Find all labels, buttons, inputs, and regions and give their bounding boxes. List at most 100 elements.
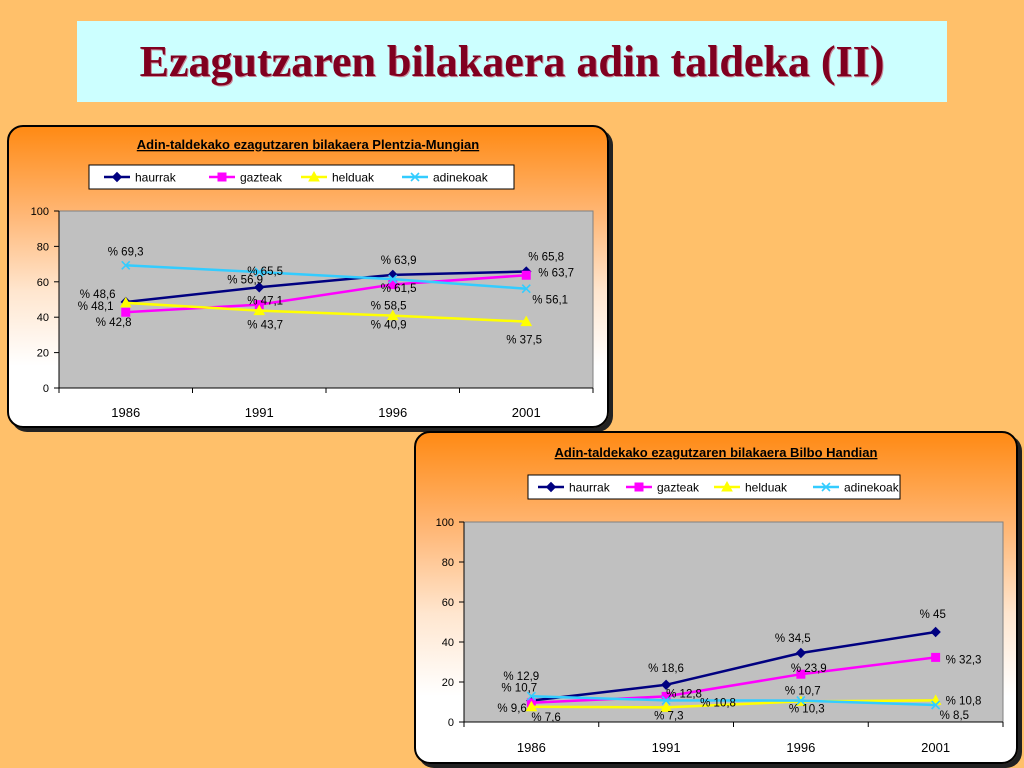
y-tick-label: 20: [442, 677, 454, 689]
series-line-helduak: [125, 301, 527, 323]
data-label-adinekoak: % 61,5: [381, 283, 417, 295]
data-point-helduak: [520, 315, 533, 327]
data-label-haurrak: % 63,9: [381, 255, 417, 267]
data-point-gazteak: [796, 669, 806, 679]
data-label-haurrak: % 48,6: [80, 289, 116, 301]
legend-marker: [821, 482, 831, 492]
data-point-adinekoak: [254, 267, 264, 277]
chart-title: Adin-taldekako ezagutzaren bilakaera Ple…: [137, 137, 479, 152]
legend-marker: [634, 482, 644, 492]
series-adinekoak: [526, 691, 941, 710]
data-label-helduak: % 40,9: [371, 320, 407, 332]
data-label-helduak: % 48,1: [78, 301, 114, 313]
y-tick-label: 100: [436, 517, 454, 529]
series-adinekoak: [121, 260, 531, 294]
series-gazteak: [121, 270, 531, 317]
legend-item-haurrak: haurrak: [538, 481, 611, 495]
y-tick-label: 0: [448, 717, 454, 729]
data-label-helduak: % 43,7: [247, 320, 283, 332]
data-point-adinekoak: [388, 274, 398, 284]
chart-panel-plentzia-mungia: Adin-taldekako ezagutzaren bilakaera Ple…: [7, 125, 609, 428]
data-label-adinekoak: % 8,5: [940, 710, 969, 722]
data-label-gazteak: % 12,8: [666, 688, 702, 700]
legend-item-gazteak: gazteak: [209, 171, 283, 185]
line-chart: Adin-taldekako ezagutzaren bilakaera Bil…: [436, 445, 1004, 755]
data-label-gazteak: % 47,1: [247, 296, 283, 308]
data-point-haurrak: [660, 679, 672, 691]
legend-marker: [308, 170, 320, 182]
data-point-helduak: [386, 309, 399, 321]
chart-legend: haurrak gazteak helduak adinekoak: [88, 164, 515, 190]
series-helduak: [119, 296, 533, 327]
y-tick-label: 20: [37, 348, 49, 360]
legend-label: gazteak: [657, 481, 700, 495]
data-label-haurrak: % 18,6: [648, 663, 684, 675]
y-tick-label: 60: [37, 277, 49, 289]
data-point-adinekoak: [121, 260, 131, 270]
series-line-adinekoak: [125, 264, 527, 290]
data-label-helduak: % 37,5: [506, 335, 542, 347]
y-tick-label: 80: [442, 557, 454, 569]
data-point-helduak: [253, 304, 266, 316]
slide-title-box: Ezagutzaren bilakaera adin taldeka (II): [77, 21, 947, 102]
data-label-helduak: % 10,8: [946, 695, 982, 707]
legend-label: adinekoak: [433, 171, 489, 185]
legend-marker: [410, 172, 420, 182]
plot-area: [463, 521, 1004, 723]
legend-label: haurrak: [569, 481, 611, 495]
data-label-haurrak: % 10,7: [501, 683, 537, 695]
data-label-adinekoak: % 12,9: [503, 671, 539, 683]
data-point-helduak: [525, 700, 538, 712]
legend-item-gazteak: gazteak: [626, 481, 700, 495]
data-label-gazteak: % 32,3: [946, 654, 982, 666]
y-tick-label: 0: [43, 383, 49, 395]
data-label-haurrak: % 45: [920, 609, 946, 621]
y-tick-label: 40: [37, 312, 49, 324]
data-point-haurrak: [795, 647, 807, 659]
data-label-adinekoak: % 65,5: [247, 266, 283, 278]
legend-label: adinekoak: [844, 481, 900, 495]
legend-label: gazteak: [240, 171, 283, 185]
data-label-helduak: % 7,6: [531, 712, 560, 724]
series-line-haurrak: [125, 270, 527, 304]
y-tick-label: 80: [37, 241, 49, 253]
legend-item-helduak: helduak: [301, 171, 375, 185]
chart-panel-bilbo-handia: Adin-taldekako ezagutzaren bilakaera Bil…: [414, 431, 1018, 764]
chart-legend: haurrak gazteak helduak adinekoak: [527, 474, 901, 500]
data-point-helduak: [660, 701, 672, 712]
legend-item-helduak: helduak: [714, 481, 788, 495]
data-point-haurrak: [254, 282, 265, 293]
series-haurrak: [120, 266, 532, 308]
data-point-gazteak: [388, 279, 398, 289]
data-label-gazteak: % 23,9: [791, 663, 827, 675]
y-tick-label: 60: [442, 597, 454, 609]
x-tick-label: 1991: [245, 405, 274, 420]
data-point-haurrak: [930, 626, 941, 638]
data-label-adinekoak: % 10,8: [700, 697, 736, 709]
data-label-helduak: % 10,3: [789, 703, 825, 715]
legend-marker: [217, 172, 227, 182]
data-label-adinekoak: % 10,7: [785, 686, 821, 698]
data-label-adinekoak: % 56,1: [532, 295, 568, 307]
data-point-adinekoak: [526, 691, 536, 701]
legend-label: haurrak: [135, 171, 177, 185]
legend-label: helduak: [332, 171, 375, 185]
data-point-adinekoak: [661, 695, 671, 705]
x-tick-label: 1986: [111, 405, 140, 420]
x-tick-label: 1996: [786, 740, 815, 755]
data-point-helduak: [119, 296, 132, 308]
data-point-adinekoak: [796, 696, 806, 706]
x-tick-label: 2001: [512, 405, 541, 420]
legend-marker: [111, 171, 123, 183]
data-point-adinekoak: [521, 284, 531, 294]
legend-marker: [721, 480, 733, 492]
line-chart: Adin-taldekako ezagutzaren bilakaera Ple…: [31, 137, 594, 420]
x-tick-label: 2001: [921, 740, 950, 755]
slide-title: Ezagutzaren bilakaera adin taldeka (II): [139, 37, 885, 86]
series-line-gazteak: [531, 656, 936, 705]
series-gazteak: [526, 652, 941, 708]
series-line-adinekoak: [531, 694, 936, 707]
legend-item-haurrak: haurrak: [104, 171, 177, 185]
legend-label: helduak: [745, 481, 788, 495]
data-label-helduak: % 7,3: [654, 710, 683, 722]
